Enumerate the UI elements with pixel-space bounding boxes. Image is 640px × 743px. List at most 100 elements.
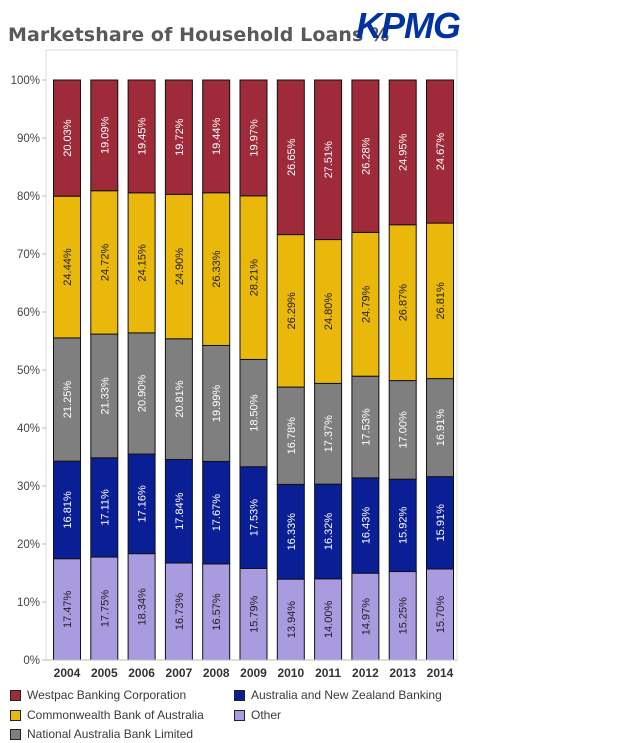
x-tick-label-2014: 2014 <box>427 666 454 680</box>
data-label-commonwealth-bank-of-australia-2013: 26.87% <box>398 284 410 322</box>
data-label-australia-and-new-zealand-banking-2005: 17.11% <box>99 489 111 526</box>
data-label-national-australia-bank-limited-2013: 17.00% <box>398 411 410 449</box>
legend-label-cba: Commonwealth Bank of Australia <box>27 708 204 722</box>
bar-national-australia-bank-limited-2012 <box>351 375 380 479</box>
data-label-australia-and-new-zealand-banking-2014: 15.91% <box>435 504 447 542</box>
bar-other-2010 <box>276 578 305 661</box>
data-label-national-australia-bank-limited-2009: 18.50% <box>249 394 261 432</box>
bar-commonwealth-bank-of-australia-2014 <box>426 222 454 380</box>
data-label-westpac-banking-corporation-2005: 19.09% <box>99 116 111 154</box>
y-tick-label: 0% <box>23 655 40 667</box>
bar-national-australia-bank-limited-2006 <box>127 332 156 455</box>
bar-westpac-banking-corporation-2005 <box>90 79 119 192</box>
data-label-commonwealth-bank-of-australia-2009: 28.21% <box>249 259 261 297</box>
data-label-other-2006: 18.34% <box>137 588 149 626</box>
bar-national-australia-bank-limited-2011 <box>314 382 343 485</box>
legend-item-anz: Australia and New Zealand Banking <box>234 688 442 702</box>
x-tick-label-2008: 2008 <box>203 666 230 680</box>
bar-australia-and-new-zealand-banking-2011 <box>314 483 343 580</box>
legend-swatch-cba <box>10 709 21 721</box>
data-label-westpac-banking-corporation-2014: 24.67% <box>435 133 447 171</box>
data-label-australia-and-new-zealand-banking-2008: 17.67% <box>211 494 223 532</box>
data-label-australia-and-new-zealand-banking-2007: 17.84% <box>174 492 186 530</box>
data-label-other-2014: 15.70% <box>435 596 447 634</box>
legend-label-westpac: Westpac Banking Corporation <box>27 688 187 702</box>
data-label-australia-and-new-zealand-banking-2013: 15.92% <box>398 506 410 544</box>
bar-westpac-banking-corporation-2012 <box>351 79 380 233</box>
stacked-bar-chart: 17.47% 16.81% 21.25% 24.44% 20.03% 17.75% 17.1… <box>11 49 458 680</box>
data-label-commonwealth-bank-of-australia-2012: 24.79% <box>360 285 372 323</box>
data-label-national-australia-bank-limited-2004: 21.25% <box>62 381 74 419</box>
data-label-australia-and-new-zealand-banking-2004: 16.81% <box>62 491 74 529</box>
legend-item-cba: Commonwealth Bank of Australia <box>10 708 204 722</box>
bar-australia-and-new-zealand-banking-2005 <box>90 457 119 558</box>
data-label-commonwealth-bank-of-australia-2006: 24.15% <box>137 244 149 282</box>
x-tick-label-2013: 2013 <box>389 666 416 680</box>
bar-australia-and-new-zealand-banking-2008 <box>202 460 231 565</box>
bar-westpac-banking-corporation-2008 <box>202 79 231 194</box>
legend-item-other: Other <box>234 708 281 722</box>
data-label-westpac-banking-corporation-2011: 27.51% <box>323 141 335 179</box>
x-tick-label-2011: 2011 <box>315 666 341 680</box>
bar-commonwealth-bank-of-australia-2013 <box>388 224 417 382</box>
data-label-other-2004: 17.47% <box>62 590 74 628</box>
data-label-westpac-banking-corporation-2012: 26.28% <box>360 137 372 175</box>
data-label-commonwealth-bank-of-australia-2011: 24.80% <box>323 293 335 331</box>
bar-commonwealth-bank-of-australia-2009 <box>239 195 268 360</box>
data-label-national-australia-bank-limited-2012: 17.53% <box>360 408 372 446</box>
bar-westpac-banking-corporation-2014 <box>426 79 454 224</box>
bar-national-australia-bank-limited-2009 <box>239 358 268 468</box>
x-tick-label-2006: 2006 <box>128 666 155 680</box>
bar-commonwealth-bank-of-australia-2012 <box>351 231 380 377</box>
y-tick-label: 60% <box>17 307 40 319</box>
bar-national-australia-bank-limited-2004 <box>53 337 81 462</box>
legend-swatch-nab <box>10 728 21 740</box>
y-tick-label: 30% <box>17 481 40 493</box>
x-tick-label-2012: 2012 <box>352 666 379 680</box>
bar-national-australia-bank-limited-2008 <box>202 344 231 462</box>
bar-westpac-banking-corporation-2009 <box>239 79 268 197</box>
data-label-westpac-banking-corporation-2007: 19.72% <box>174 118 186 156</box>
logo-text: KPMG <box>356 5 460 46</box>
x-tick-label-2004: 2004 <box>54 666 81 680</box>
data-label-national-australia-bank-limited-2010: 16.78% <box>286 417 298 455</box>
data-label-commonwealth-bank-of-australia-2007: 24.90% <box>174 248 186 286</box>
legend-label-other: Other <box>251 708 282 722</box>
bar-westpac-banking-corporation-2013 <box>388 79 417 226</box>
data-label-australia-and-new-zealand-banking-2012: 16.43% <box>360 507 372 545</box>
y-tick-label: 20% <box>17 539 40 551</box>
legend-item-nab: National Australia Bank Limited <box>10 727 193 741</box>
data-label-commonwealth-bank-of-australia-2008: 26.33% <box>211 250 223 288</box>
kpmg-logo: KPMG <box>356 5 461 46</box>
bar-other-2005 <box>90 556 119 661</box>
bar-national-australia-bank-limited-2014 <box>426 378 454 478</box>
bar-other-2009 <box>239 567 268 661</box>
legend-swatch-other <box>234 709 245 721</box>
data-label-australia-and-new-zealand-banking-2009: 17.53% <box>249 499 261 537</box>
x-tick-label-2007: 2007 <box>166 666 193 680</box>
bar-other-2007 <box>164 562 193 661</box>
y-tick-label: 50% <box>17 365 40 377</box>
legend-item-westpac: Westpac Banking Corporation <box>10 688 186 702</box>
data-label-westpac-banking-corporation-2006: 19.45% <box>137 118 149 156</box>
data-label-national-australia-bank-limited-2008: 19.99% <box>211 385 223 423</box>
data-label-national-australia-bank-limited-2005: 21.33% <box>99 377 111 415</box>
data-label-westpac-banking-corporation-2010: 26.65% <box>286 138 298 176</box>
data-label-national-australia-bank-limited-2014: 16.91% <box>435 409 447 447</box>
data-label-commonwealth-bank-of-australia-2004: 24.44% <box>62 248 74 286</box>
legend-label-anz: Australia and New Zealand Banking <box>251 688 442 702</box>
y-tick-label: 80% <box>17 191 40 203</box>
legend-label-nab: National Australia Bank Limited <box>27 727 194 741</box>
bar-commonwealth-bank-of-australia-2010 <box>276 234 305 388</box>
data-label-other-2008: 16.57% <box>211 593 223 631</box>
bar-other-2014 <box>426 568 454 661</box>
bar-national-australia-bank-limited-2005 <box>90 333 119 459</box>
data-label-other-2013: 15.25% <box>398 597 410 635</box>
data-label-australia-and-new-zealand-banking-2006: 17.16% <box>137 485 149 523</box>
bar-westpac-banking-corporation-2007 <box>164 79 193 195</box>
x-tick-label-2005: 2005 <box>91 666 118 680</box>
bar-other-2008 <box>202 563 231 661</box>
bar-westpac-banking-corporation-2011 <box>314 79 343 241</box>
data-label-westpac-banking-corporation-2004: 20.03% <box>62 119 74 157</box>
data-label-other-2007: 16.73% <box>174 593 186 631</box>
